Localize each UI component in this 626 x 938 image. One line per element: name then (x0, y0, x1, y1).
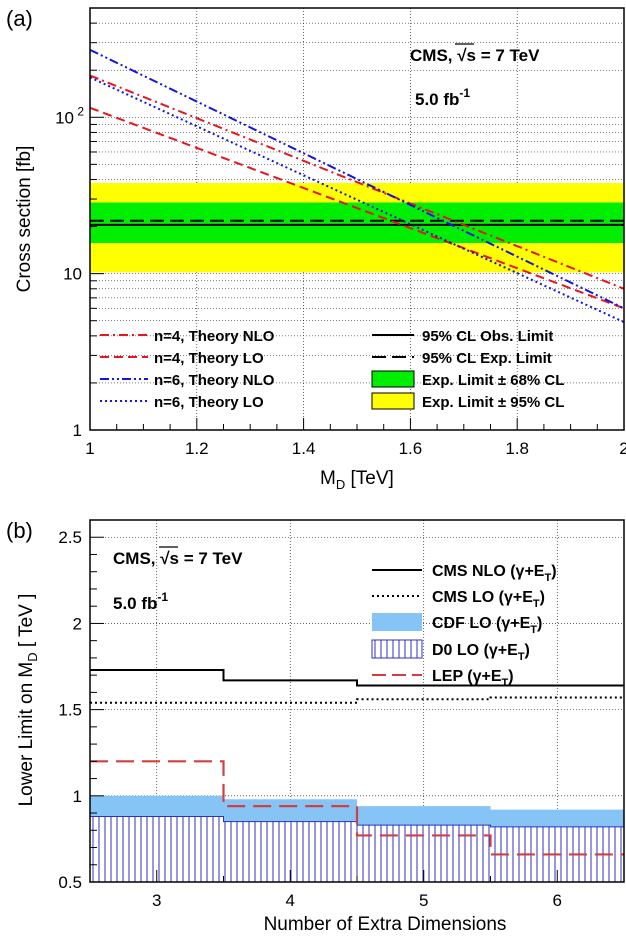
y-tick-exponent: 2 (77, 104, 84, 118)
legend-label: n=6, Theory LO (154, 394, 264, 411)
panel-b-ticks: 3 4 5 6 0.5 1 1.5 2 2.5 (58, 519, 625, 910)
panel-b-legend: CMS NLO (γ+ET) CMS LO (γ+ET) CDF LO (γ+ET)… (371, 563, 557, 689)
panel-a-legend: n=4, Theory NLO n=4, Theory LO n=6, Theory… (100, 328, 564, 411)
panel-a-grid (90, 7, 624, 430)
series-area (90, 816, 624, 882)
legend-label: 95% CL Exp. Limit (422, 350, 552, 367)
x-tick-label: 5 (419, 891, 428, 910)
panel-b-lumi-exp: -1 (157, 590, 168, 604)
panel-a-xlabel-main: M (320, 468, 336, 489)
panel-a-series (90, 48, 624, 323)
y-tick-label: 1.5 (58, 701, 82, 720)
x-tick-label: 2 (619, 439, 626, 458)
band-68 (90, 202, 624, 244)
panel-b-lumi-value: 5.0 fb (113, 594, 157, 613)
y-tick-label: 0.5 (58, 873, 82, 892)
panel-a-lumi-exp: -1 (459, 86, 470, 100)
legend-label: LEP (γ+ET) (432, 668, 514, 689)
y-tick-label: 10 (63, 265, 82, 284)
y-tick-label: 2 (73, 614, 82, 633)
legend-swatch (371, 370, 415, 388)
theory-line (90, 74, 624, 290)
legend-label: 95% CL Obs. Limit (422, 328, 553, 345)
panel-b-xlabel: Number of Extra Dimensions (264, 914, 507, 935)
legend-label: CMS NLO (γ+ET) (432, 563, 557, 584)
legend-label: CDF LO (γ+ET) (432, 615, 542, 636)
panel-a-lumi: 5.0 fb-1 (415, 86, 470, 109)
y-tick-label: 1 (73, 787, 82, 806)
x-tick-label: 1.6 (399, 439, 423, 458)
y-tick-label: 10 (55, 108, 74, 127)
x-tick-label: 1 (85, 439, 94, 458)
panel-b: (b) 3 4 5 6 0.5 1 1.5 2 2.5 CMS, √s = 7 TeV 5.0 … (6, 518, 625, 935)
panel-b-exp-label: CMS, √s = 7 TeV (113, 549, 243, 568)
x-tick-label: 1.8 (505, 439, 529, 458)
legend-label: Exp. Limit ± 68% CL (422, 372, 564, 389)
panel-b-ylabel-main: Lower Limit on M (16, 662, 37, 807)
legend-swatch (371, 392, 415, 410)
x-tick-label: 1.4 (292, 439, 316, 458)
legend-label: CMS LO (γ+ET) (432, 589, 545, 610)
panel-b-ylabel-sub: D (25, 652, 40, 661)
theory-line (90, 106, 624, 310)
panel-a-lumi-value: 5.0 fb (415, 90, 459, 109)
series-step-line (90, 696, 624, 704)
legend-label: n=6, Theory NLO (154, 372, 275, 389)
panel-a-bands (90, 182, 624, 273)
y-tick-label: 1 (73, 421, 82, 440)
legend-swatch (372, 613, 422, 631)
x-tick-label: 1.2 (185, 439, 209, 458)
series-step-line (90, 668, 624, 687)
panel-a-label: (a) (6, 6, 33, 31)
panel-b-label: (b) (6, 518, 33, 543)
panel-a-ylabel: Cross section [fb] (14, 146, 35, 293)
panel-a-exp-label: CMS, √s = 7 TeV (410, 46, 540, 65)
panel-b-lumi: 5.0 fb-1 (113, 590, 168, 613)
legend-swatch (371, 639, 423, 659)
panel-a-xlabel: MD [TeV] (320, 468, 394, 492)
legend-label: Exp. Limit ± 95% CL (422, 394, 564, 411)
panel-a-xlabel-unit: [TeV] (345, 468, 394, 489)
panel-b-ylabel-unit: [ TeV ] (16, 594, 37, 653)
x-tick-label: 6 (553, 891, 562, 910)
x-tick-label: 4 (286, 891, 295, 910)
series-step-line (90, 760, 624, 856)
panel-b-series (90, 668, 624, 882)
legend-label: n=4, Theory LO (154, 350, 264, 367)
legend-label: D0 LO (γ+ET) (432, 642, 530, 663)
x-tick-label: 3 (152, 891, 161, 910)
panel-b-grid (90, 520, 624, 882)
legend-label: n=4, Theory NLO (154, 328, 275, 345)
y-tick-label: 2.5 (58, 528, 82, 547)
panel-a-xlabel-sub: D (336, 477, 345, 492)
panel-b-ylabel: Lower Limit on MD [ TeV ] (16, 594, 40, 807)
